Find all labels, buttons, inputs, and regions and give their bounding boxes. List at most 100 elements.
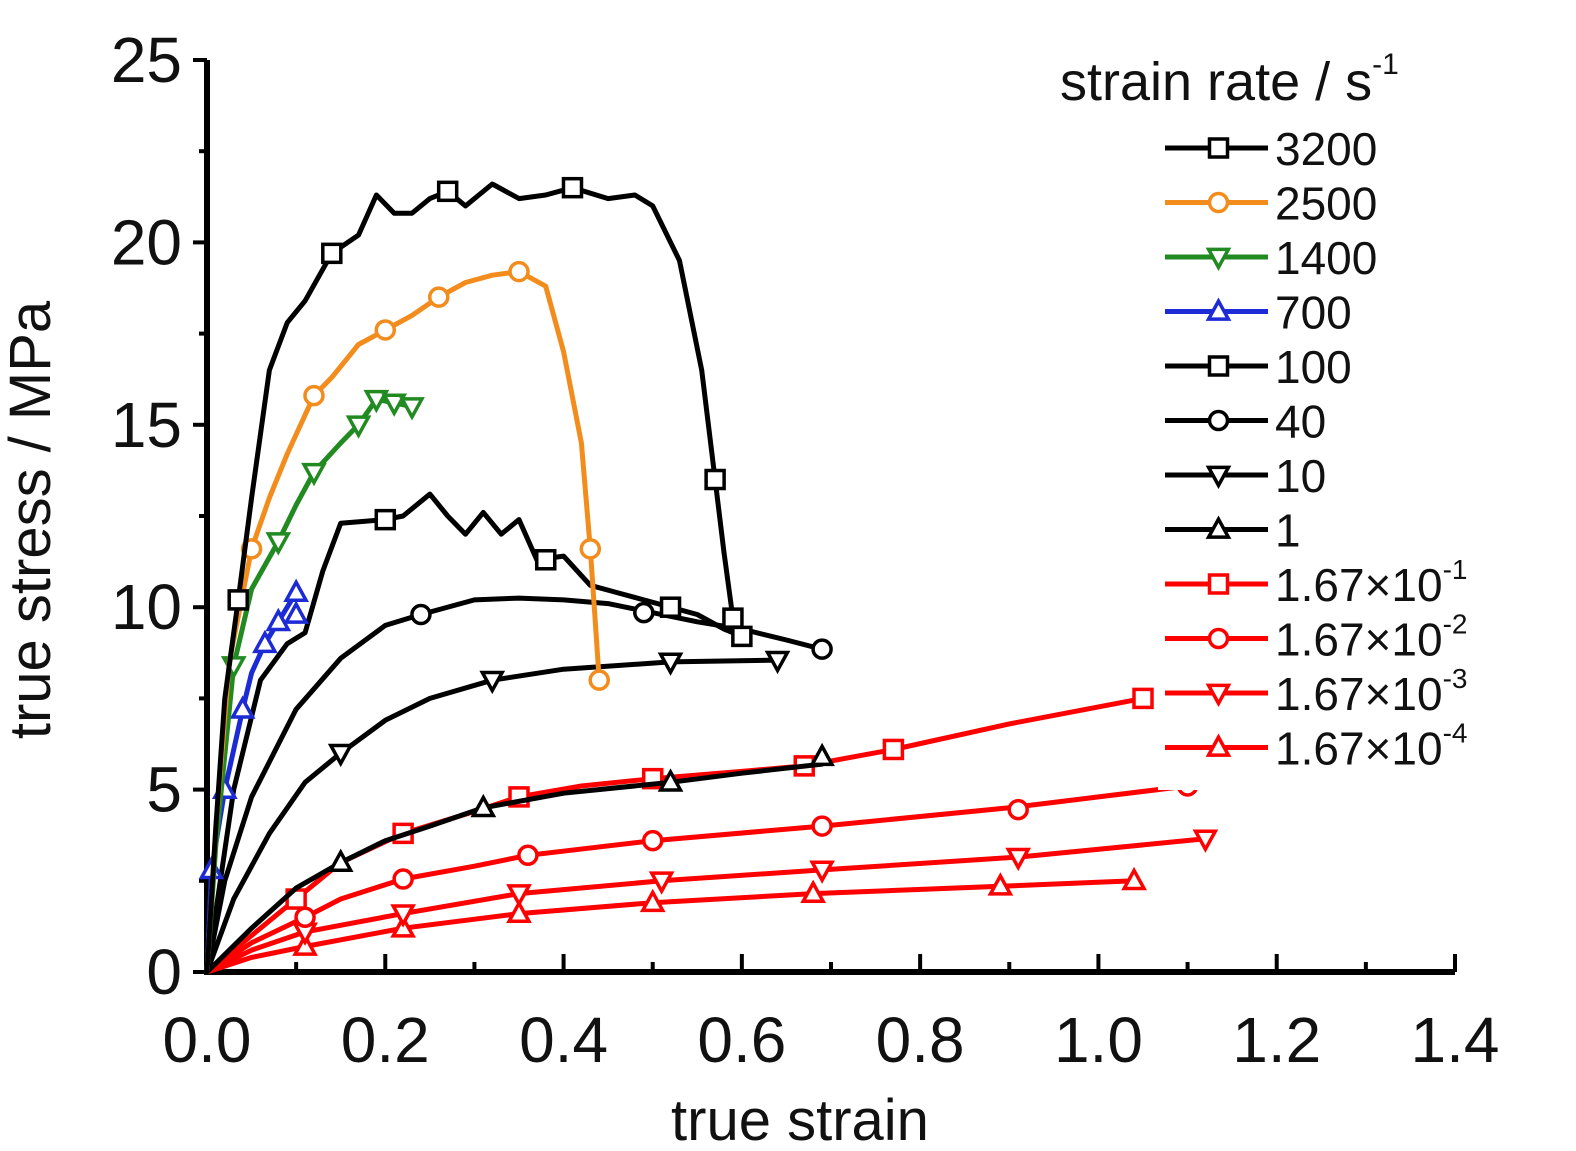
x-axis-label: true strain <box>671 1088 929 1151</box>
legend-label: 10 <box>1275 450 1326 502</box>
legend-swatch-marker <box>1207 137 1230 159</box>
axes: 0.0 0.2 0.4 0.6 0.8 1.0 1.2 1.4 0 5 10 15 20 25 <box>111 24 1500 1076</box>
data-point <box>731 625 753 648</box>
y-tick-label: 25 <box>111 24 182 96</box>
data-point <box>428 286 450 308</box>
legend-label: 1.67×10-1 <box>1275 554 1467 611</box>
legend-label-superscript: -1 <box>1443 554 1468 585</box>
legend-item: 1400 <box>1165 232 1377 284</box>
legend-title-text: strain rate / s <box>1060 52 1372 112</box>
data-point <box>470 793 497 818</box>
data-point <box>363 389 390 414</box>
data-point <box>800 879 827 903</box>
data-point <box>436 180 459 203</box>
series-5 <box>204 491 753 975</box>
series-2 <box>204 260 610 975</box>
legend-item: 700 <box>1165 287 1352 339</box>
data-point <box>227 589 249 611</box>
data-point <box>283 578 310 603</box>
legend-label-text: 1.67×10 <box>1275 723 1443 775</box>
legend-label-text: 1400 <box>1275 232 1377 284</box>
data-point <box>648 871 675 895</box>
legend-label-superscript: -3 <box>1443 663 1468 694</box>
legend-swatch-marker <box>1205 515 1232 539</box>
data-point <box>327 848 354 872</box>
data-point <box>534 549 557 571</box>
series-line <box>204 491 745 975</box>
legend-label-superscript: -4 <box>1443 718 1468 749</box>
series-line <box>204 836 1208 975</box>
legend-label: 1 <box>1275 505 1301 557</box>
data-point <box>265 532 292 556</box>
legend-title: strain rate / s-1 <box>1060 48 1399 112</box>
y-tick-label: 5 <box>146 754 182 826</box>
data-point <box>722 607 744 629</box>
y-axis-label: true stress / MPa <box>0 300 63 739</box>
data-point <box>390 904 416 928</box>
legend-label-text: 1.67×10 <box>1275 614 1443 666</box>
data-point <box>399 397 425 421</box>
legend-label-text: 700 <box>1275 287 1352 339</box>
legend-label: 40 <box>1275 396 1326 448</box>
data-point <box>987 872 1014 896</box>
data-point <box>479 670 506 695</box>
legend-swatch-marker <box>1205 733 1232 757</box>
data-point <box>809 742 835 767</box>
data-point <box>508 260 530 283</box>
series-11 <box>204 829 1219 975</box>
x-tick-label: 0.4 <box>519 1004 608 1076</box>
data-point <box>392 868 414 890</box>
legend-swatch-marker <box>1207 627 1230 650</box>
data-point <box>229 695 256 719</box>
data-point <box>811 638 833 660</box>
plot-area <box>198 176 1219 975</box>
series-line <box>204 783 1191 975</box>
data-point <box>1132 687 1154 710</box>
data-point <box>321 242 343 265</box>
data-point <box>265 607 292 632</box>
data-point <box>633 601 655 624</box>
legend-item: 1.67×10-4 <box>1165 718 1467 775</box>
series-3 <box>204 389 425 975</box>
legend-item: 100 <box>1165 341 1352 393</box>
legend-label: 1.67×10-3 <box>1275 663 1467 720</box>
legend-swatch-marker <box>1207 409 1230 432</box>
series-line <box>204 269 602 975</box>
series-9 <box>204 687 1154 975</box>
data-point <box>1005 847 1032 872</box>
y-tick-label: 15 <box>111 389 182 461</box>
series-12 <box>204 866 1147 975</box>
legend-label: 3200 <box>1275 123 1377 175</box>
data-point <box>294 906 316 929</box>
data-point <box>764 650 791 675</box>
x-tick-label: 1.0 <box>1054 1004 1143 1076</box>
legend-item: 10 <box>1165 450 1326 502</box>
legend-label-text: 1.67×10 <box>1275 559 1443 611</box>
y-tick-label: 10 <box>111 571 182 643</box>
data-point <box>882 738 905 761</box>
legend-label-text: 40 <box>1275 396 1326 448</box>
data-point <box>1121 866 1147 891</box>
x-tick-label: 0.0 <box>163 1004 252 1076</box>
y-tick-label: 0 <box>146 936 182 1008</box>
legend-label: 1.67×10-2 <box>1275 609 1467 666</box>
legend-item: 1.67×10-3 <box>1165 663 1467 720</box>
legend-item: 3200 <box>1165 123 1377 175</box>
data-point <box>657 768 684 792</box>
x-tick-label: 0.6 <box>697 1004 786 1076</box>
legend-swatch-marker <box>1205 465 1232 489</box>
legend-label: 100 <box>1275 341 1352 393</box>
data-point <box>659 596 682 618</box>
data-point <box>506 884 532 908</box>
legend-label-text: 3200 <box>1275 123 1377 175</box>
legend-item: 1.67×10-2 <box>1165 609 1467 666</box>
legend: strain rate / s-1 3200250014007001004010… <box>1060 48 1467 790</box>
data-point <box>641 829 664 852</box>
y-tick-label: 20 <box>111 206 182 278</box>
series-line <box>204 695 1146 975</box>
data-point <box>410 603 432 626</box>
data-point <box>252 629 278 654</box>
data-point <box>381 393 408 417</box>
legend-swatch-marker <box>1207 191 1230 214</box>
